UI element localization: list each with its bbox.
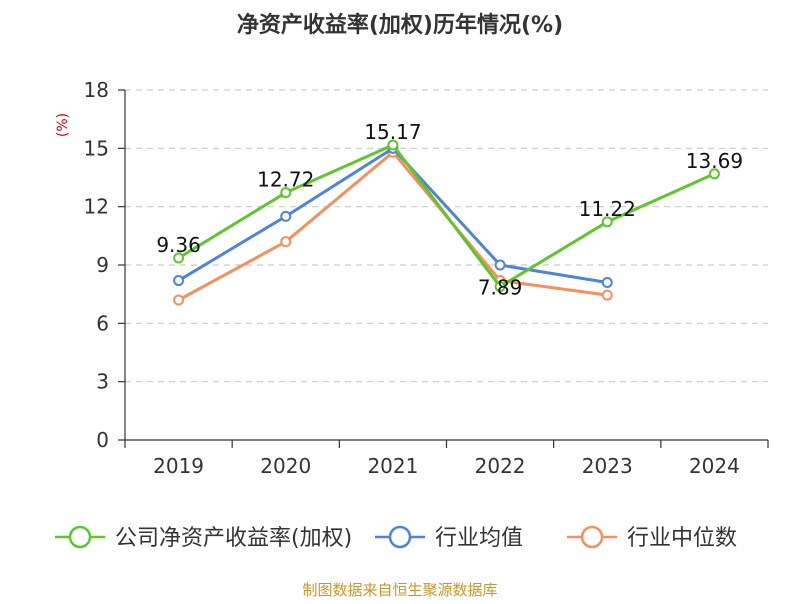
data-label: 12.72	[257, 168, 314, 192]
chart-title: 净资产收益率(加权)历年情况(%)	[237, 12, 563, 38]
series-line	[177, 143, 716, 289]
gridlines	[125, 89, 768, 383]
data-label: 15.17	[364, 120, 421, 144]
legend-item-label[interactable]: 行业均值	[435, 526, 523, 551]
y-tick-label: 0	[96, 428, 109, 452]
data-point[interactable]	[280, 210, 292, 222]
legend-item-label[interactable]: 公司净资产收益率(加权)	[115, 526, 352, 551]
source-note: 制图数据来自恒生聚源数据库	[302, 581, 497, 599]
legend: 公司净资产收益率(加权) 行业均值 行业中位数	[55, 525, 737, 551]
x-tick-label: 2021	[367, 454, 418, 478]
data-point[interactable]	[708, 168, 720, 180]
series-line	[177, 150, 608, 302]
data-label: 11.22	[579, 197, 636, 221]
axes: 0 3 6 9 12 15 18 2019 2020 2021 2022 2023 2024	[84, 78, 769, 478]
data-point[interactable]	[387, 139, 399, 151]
legend-marker	[580, 525, 604, 549]
y-tick-label: 9	[96, 253, 109, 277]
legend-item-label[interactable]: 行业中位数	[627, 526, 737, 551]
data-point[interactable]	[173, 252, 185, 264]
y-tick-label: 12	[84, 195, 109, 219]
data-label: 9.36	[156, 233, 201, 257]
x-tick-label: 2019	[153, 454, 204, 478]
data-labels: 9.36 12.72 15.17 7.89 11.22 13.69	[156, 120, 743, 300]
legend-marker	[388, 525, 412, 549]
x-tick-label: 2023	[582, 454, 633, 478]
y-tick-label: 18	[84, 78, 109, 102]
data-point[interactable]	[280, 187, 292, 199]
data-point[interactable]	[601, 216, 613, 228]
y-axis-label: (%)	[55, 113, 71, 137]
x-tick-label: 2022	[475, 454, 526, 478]
y-tick-label: 6	[96, 311, 109, 335]
data-point[interactable]	[280, 236, 292, 248]
y-tick-label: 3	[96, 370, 109, 394]
data-point[interactable]	[494, 259, 506, 271]
data-point[interactable]	[173, 275, 185, 287]
x-tick-label: 2020	[260, 454, 311, 478]
data-point[interactable]	[601, 289, 613, 301]
data-point[interactable]	[173, 294, 185, 306]
x-tick-label: 2024	[689, 454, 740, 478]
data-point[interactable]	[494, 281, 506, 293]
legend-marker	[68, 525, 92, 549]
y-tick-label: 15	[84, 136, 109, 160]
series-lines	[173, 139, 720, 306]
data-label: 13.69	[686, 149, 743, 173]
data-label: 7.89	[478, 276, 523, 300]
data-point[interactable]	[601, 277, 613, 288]
